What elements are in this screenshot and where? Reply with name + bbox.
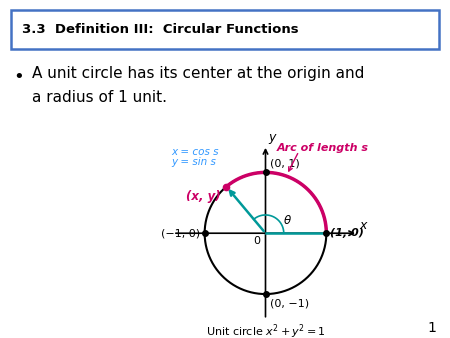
Text: y: y (268, 131, 275, 144)
Text: (x, y): (x, y) (186, 190, 220, 203)
Text: 0: 0 (254, 236, 261, 246)
Text: A unit circle has its center at the origin and: A unit circle has its center at the orig… (32, 66, 364, 81)
Text: Arc of length s: Arc of length s (276, 143, 369, 153)
Text: x = cos s: x = cos s (171, 147, 219, 157)
Text: x: x (360, 219, 367, 232)
Text: θ: θ (284, 214, 291, 227)
Text: 3.3  Definition III:  Circular Functions: 3.3 Definition III: Circular Functions (22, 23, 299, 36)
Text: a radius of 1 unit.: a radius of 1 unit. (32, 90, 166, 104)
FancyBboxPatch shape (11, 10, 439, 49)
Text: (−1, 0): (−1, 0) (161, 228, 200, 238)
Text: •: • (14, 68, 24, 86)
Text: y = sin s: y = sin s (171, 157, 216, 167)
Text: (0, 1): (0, 1) (270, 158, 300, 168)
Text: Unit circle $x^2 + y^2 = 1$: Unit circle $x^2 + y^2 = 1$ (206, 322, 325, 338)
Text: 1: 1 (428, 321, 436, 335)
Text: (0, −1): (0, −1) (270, 298, 309, 308)
Text: (1, 0): (1, 0) (330, 228, 364, 238)
